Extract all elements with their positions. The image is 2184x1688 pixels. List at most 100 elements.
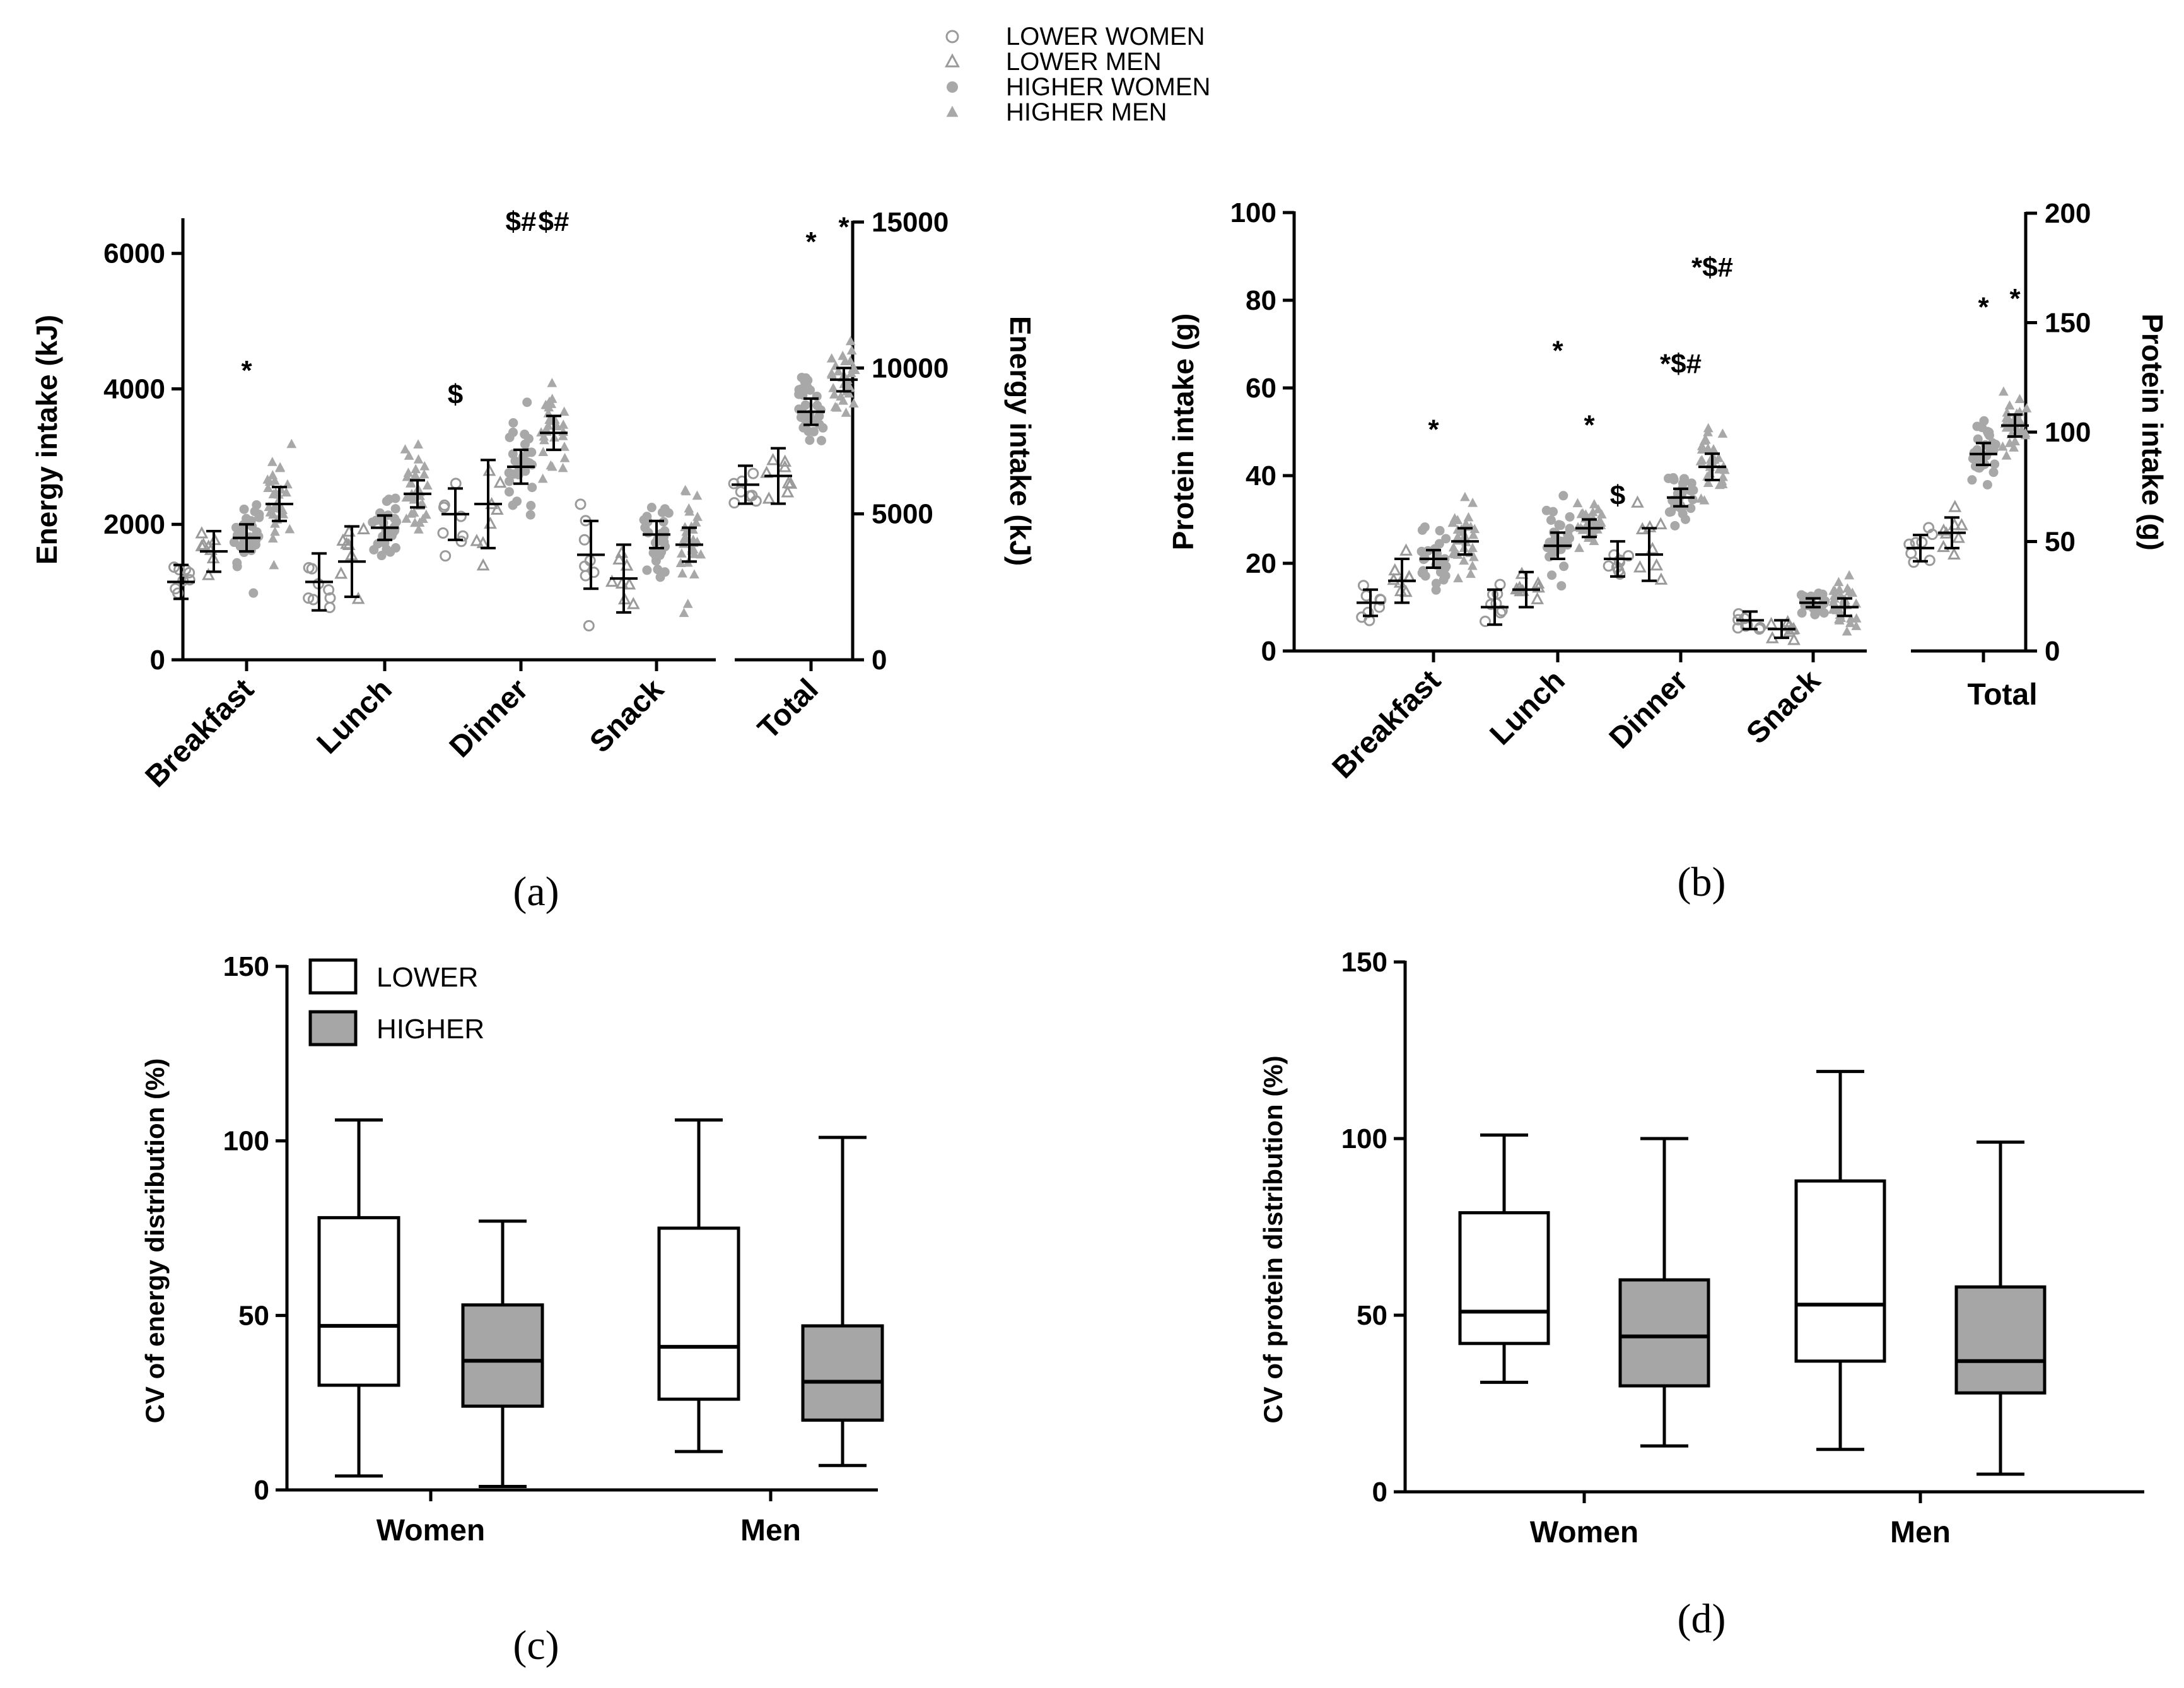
legend-swatch-higher	[308, 1010, 358, 1046]
data-point	[1982, 426, 1992, 437]
data-point	[1555, 520, 1565, 530]
data-point	[829, 389, 839, 399]
data-point	[1589, 499, 1599, 508]
data-point	[1558, 491, 1568, 501]
data-point	[413, 439, 423, 448]
data-point	[1916, 536, 1928, 548]
data-point	[2010, 436, 2020, 446]
data-point	[1670, 520, 1680, 530]
data-point	[1997, 441, 2008, 451]
data-point	[605, 574, 619, 587]
data-point	[1494, 578, 1506, 590]
data-point	[1466, 568, 1476, 578]
data-point	[833, 366, 844, 376]
data-point	[323, 584, 335, 596]
data-point	[1531, 592, 1545, 604]
data-point	[265, 507, 276, 517]
data-point	[832, 402, 842, 412]
data-point	[470, 534, 484, 546]
data-point	[559, 453, 570, 462]
series-group-lower-women	[167, 561, 196, 601]
data-point	[579, 560, 591, 572]
series-group-lower-men	[605, 543, 640, 614]
data-point	[493, 476, 507, 488]
data-point	[679, 607, 689, 618]
data-point	[537, 473, 548, 483]
data-point	[1387, 572, 1401, 585]
right-y-axis-title: Energy intake (kJ)	[1004, 316, 1037, 566]
data-point	[406, 508, 417, 518]
data-point	[484, 516, 497, 529]
data-point	[1833, 577, 1844, 587]
x-tick-label-total: Total	[1967, 678, 2037, 712]
data-point	[526, 501, 536, 511]
y-tick-label: 40	[1246, 460, 1276, 491]
right-y-tick-label: 10000	[872, 353, 949, 384]
right-y-tick-label: 5000	[872, 499, 933, 530]
data-point	[1452, 515, 1463, 524]
series-group-lower-women	[1479, 578, 1509, 627]
data-point	[286, 438, 297, 448]
data-point	[796, 413, 806, 423]
data-point	[558, 462, 568, 472]
data-point	[490, 502, 504, 515]
data-point	[1810, 609, 1820, 619]
significance-marker: $	[448, 379, 463, 410]
data-point	[1955, 518, 1968, 530]
data-point	[615, 546, 629, 558]
significance-marker: *	[2009, 283, 2021, 314]
series-group-lower-women	[1603, 540, 1635, 580]
data-point	[1982, 479, 1992, 489]
legend-swatch-lower	[308, 958, 358, 995]
data-point	[1440, 563, 1450, 573]
series-group-higher-women	[639, 503, 674, 582]
data-point	[539, 435, 549, 445]
data-point	[1435, 525, 1445, 536]
data-point	[2021, 403, 2032, 413]
data-point	[1972, 421, 1982, 431]
data-point	[184, 566, 196, 578]
data-point	[438, 499, 450, 511]
data-point	[1547, 570, 1557, 580]
data-point	[1967, 475, 1977, 485]
data-point	[406, 478, 416, 488]
data-point	[1633, 560, 1647, 573]
series-group-lower-men	[1937, 500, 1968, 560]
data-point	[422, 480, 433, 490]
y-tick-label: 100	[1230, 197, 1276, 228]
panel-c-energy-cv-boxplot: 0 50 100 150 CV of energy distribution (%) Wo…	[140, 951, 884, 1668]
data-point	[1546, 515, 1556, 525]
y-tick-label: 0	[254, 1475, 269, 1506]
data-point	[303, 592, 315, 604]
data-point	[1468, 529, 1479, 539]
data-point	[450, 478, 462, 489]
data-point	[1851, 613, 1862, 623]
data-point	[390, 543, 400, 553]
data-point	[547, 378, 558, 387]
data-point	[195, 526, 209, 539]
data-point	[692, 490, 703, 500]
data-point	[1468, 497, 1478, 507]
data-point	[728, 497, 740, 509]
data-point	[440, 550, 452, 562]
series-group-lower-men	[334, 522, 370, 604]
data-point	[843, 380, 854, 390]
data-point	[828, 382, 839, 392]
series-group-lower-women	[1903, 522, 1938, 568]
series-group-lower-women	[1732, 608, 1766, 635]
data-point	[543, 420, 554, 430]
data-point	[677, 568, 687, 578]
data-point	[525, 510, 535, 520]
data-point	[846, 368, 856, 377]
data-point	[559, 406, 569, 416]
data-point	[357, 522, 370, 535]
x-tick-label-snack: Snack	[1740, 664, 1827, 751]
y-tick-label: 50	[238, 1300, 269, 1331]
data-point	[558, 419, 569, 429]
data-point	[504, 487, 514, 497]
data-point	[504, 468, 514, 478]
box-higher-women	[461, 1219, 544, 1488]
data-point	[2001, 450, 2012, 460]
series-group-higher-men	[1447, 491, 1480, 583]
